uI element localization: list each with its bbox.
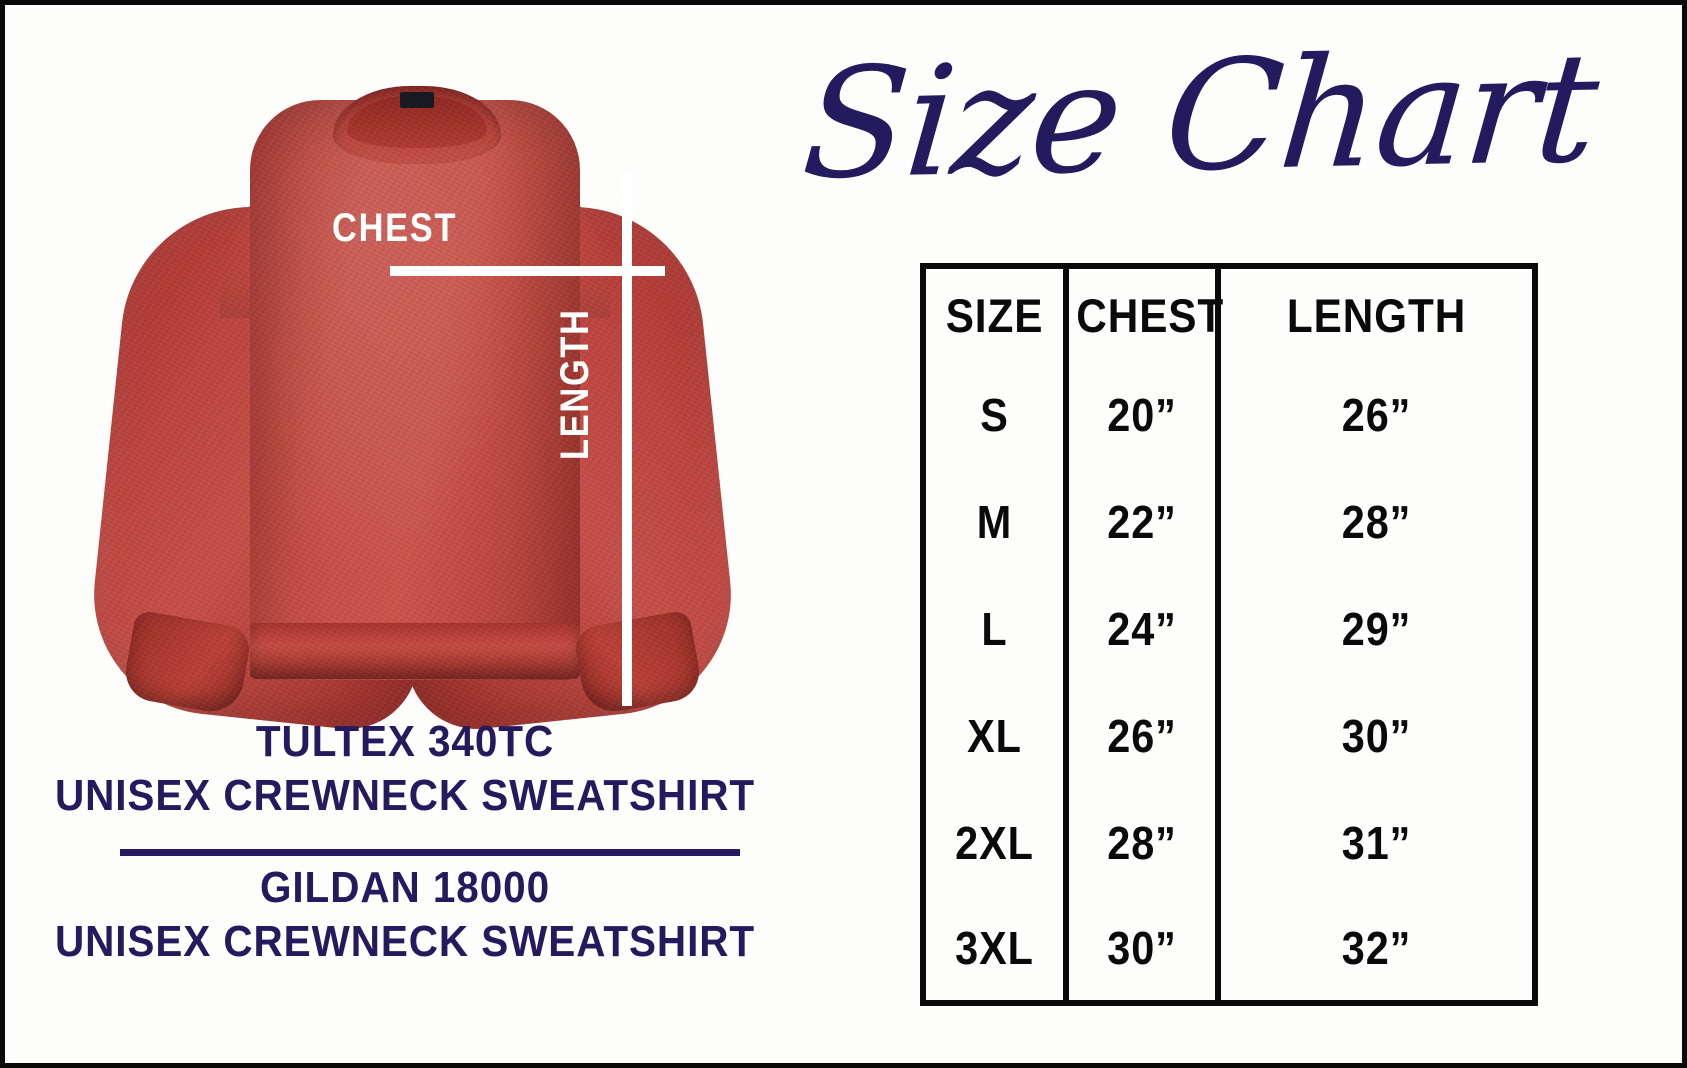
- cell-size: L: [981, 602, 1008, 655]
- cell-chest: 20”: [1070, 361, 1211, 468]
- cell-chest: 24”: [1070, 575, 1211, 682]
- chest-measure-label: CHEST: [332, 206, 458, 250]
- cell-length: 29”: [1231, 575, 1520, 682]
- table-row: XL 26” 30”: [923, 682, 1535, 789]
- cell-size: S: [980, 388, 1009, 441]
- cell-chest: 22”: [1070, 468, 1211, 575]
- cell-length: 32”: [1231, 896, 1520, 1003]
- product-a-style-number: TULTEX 340TC: [255, 717, 555, 766]
- table-row: M 22” 28”: [923, 468, 1535, 575]
- waistband: [250, 623, 580, 679]
- column-header-size: SIZE: [945, 288, 1044, 342]
- cell-size: M: [976, 495, 1013, 548]
- length-measure-label: LENGTH: [553, 308, 597, 460]
- product-a-description: UNISEX CREWNECK SWEATSHIRT: [54, 771, 756, 820]
- cell-length: 30”: [1231, 682, 1520, 789]
- table-row: L 24” 29”: [923, 575, 1535, 682]
- cell-chest: 30”: [1070, 896, 1211, 1003]
- garment-panel: CHEST LENGTH TULTEX 340TC UNISEX CREWNEC…: [5, 5, 805, 1063]
- table-row: 2XL 28” 31”: [923, 789, 1535, 896]
- cell-size: 2XL: [955, 816, 1034, 869]
- sweatshirt-illustration: CHEST LENGTH: [82, 60, 743, 736]
- cell-chest: 26”: [1070, 682, 1211, 789]
- length-measure-line: [622, 173, 632, 706]
- cell-size: XL: [967, 709, 1022, 762]
- product-b-style-number: GILDAN 18000: [259, 863, 551, 912]
- cuff-right: [572, 609, 704, 717]
- page-title: Size Chart: [796, 19, 1603, 213]
- product-b-description: UNISEX CREWNECK SWEATSHIRT: [54, 917, 756, 966]
- table-row: 3XL 30” 32”: [923, 896, 1535, 1003]
- cell-length: 31”: [1231, 789, 1520, 896]
- cell-length: 28”: [1231, 468, 1520, 575]
- caption-divider: [120, 849, 740, 856]
- size-table-panel: Size Chart SIZE CHEST LENGTH S 20” 26” M: [797, 5, 1687, 1063]
- chest-measure-line: [390, 266, 665, 276]
- size-table: SIZE CHEST LENGTH S 20” 26” M 22” 28” L: [920, 263, 1538, 1006]
- neck-tag: [400, 92, 434, 108]
- column-header-length: LENGTH: [1231, 266, 1520, 361]
- column-header-chest: CHEST: [1070, 266, 1223, 361]
- cell-length: 26”: [1231, 361, 1520, 468]
- cell-chest: 28”: [1070, 789, 1211, 896]
- table-header-row: SIZE CHEST LENGTH: [923, 266, 1535, 361]
- table-row: S 20” 26”: [923, 361, 1535, 468]
- cell-size: 3XL: [955, 922, 1034, 974]
- garment-body: [250, 100, 580, 680]
